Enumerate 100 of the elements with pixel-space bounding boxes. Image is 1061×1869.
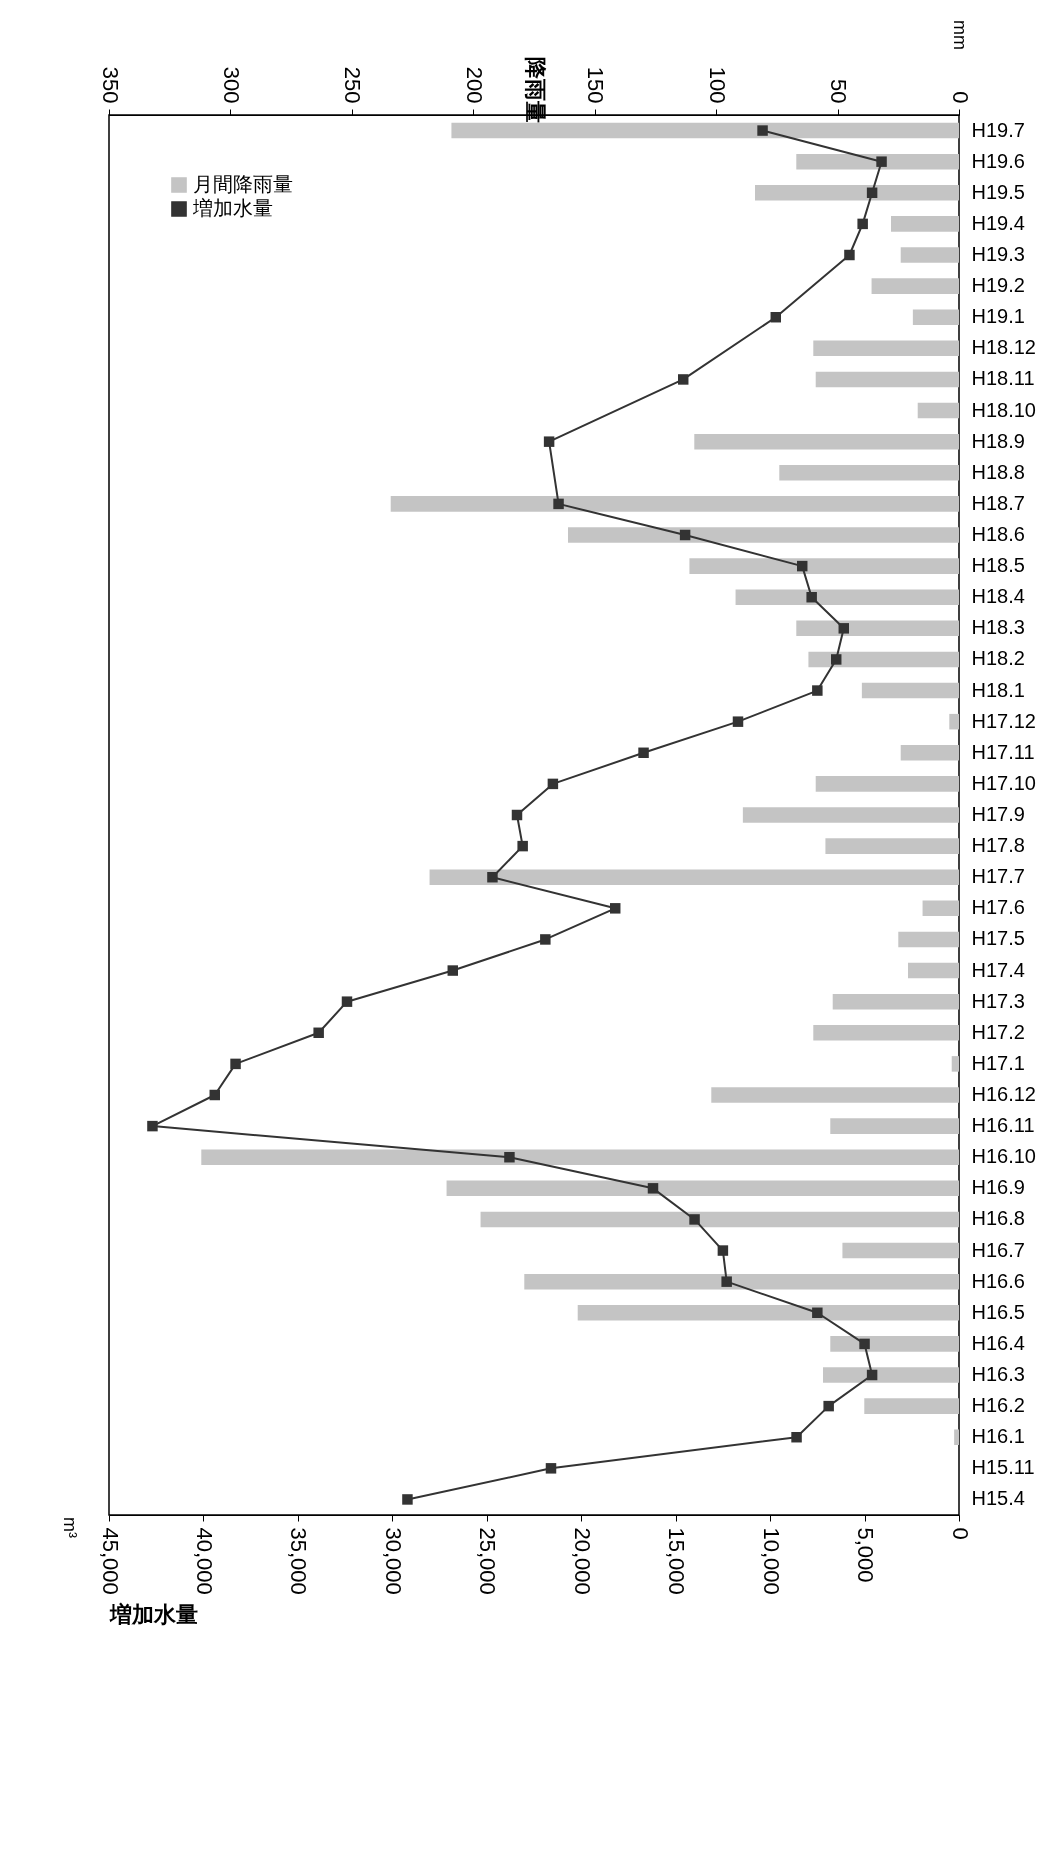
y-tick-label: H17.11 [971, 740, 1035, 763]
point [757, 125, 768, 136]
point [866, 1369, 878, 1381]
point [812, 685, 823, 696]
point [830, 654, 842, 665]
point [812, 1307, 823, 1319]
y-tick-label: H19.7 [971, 118, 1025, 141]
y-tick-label: H16.7 [971, 1238, 1025, 1261]
y-tick-label: H16.6 [971, 1269, 1025, 1292]
point [553, 498, 564, 510]
point [689, 1214, 700, 1225]
point [857, 218, 868, 230]
point [638, 747, 649, 759]
point [517, 840, 528, 852]
x2-tick-label: 350 [97, 66, 123, 104]
x-tick-label: 5,000 [853, 1527, 879, 1583]
y-tick-label: H17.1 [971, 1051, 1025, 1074]
y-tick-label: H18.9 [971, 429, 1025, 452]
y-tick-label: H17.6 [971, 896, 1025, 919]
legend-label: 月間降雨量 [193, 173, 293, 195]
y-tick-label: H17.4 [971, 958, 1025, 981]
point [717, 1245, 729, 1256]
y-tick-label: H17.5 [971, 927, 1025, 950]
point [679, 529, 691, 541]
y-tick-label: H15.4 [971, 1487, 1025, 1510]
point [545, 1463, 557, 1474]
y-tick-label: H17.7 [971, 865, 1025, 888]
point [609, 903, 621, 914]
x2-tick-label: 50 [826, 79, 852, 104]
y-tick-label: H18.3 [971, 616, 1025, 639]
y-tick-label: H17.12 [971, 709, 1036, 732]
y-tick-label: H17.3 [971, 989, 1025, 1012]
y-tick-label: H18.10 [971, 398, 1036, 421]
y-tick-label: H19.6 [971, 149, 1025, 172]
x-tick-label: 15,000 [664, 1527, 690, 1595]
y-tick-label: H17.2 [971, 1020, 1025, 1043]
x-tick-label: 20,000 [569, 1527, 595, 1595]
y-tick-label: H18.8 [971, 460, 1025, 483]
x2-tick-label: 150 [583, 66, 609, 104]
x-tick-label: 35,000 [286, 1527, 312, 1595]
y-tick-label: H19.5 [971, 180, 1025, 203]
y-tick-label: H18.6 [971, 523, 1025, 545]
y-tick-label: H19.2 [971, 274, 1025, 297]
y-tick-label: H18.4 [971, 585, 1025, 608]
point [866, 187, 878, 199]
point [447, 965, 459, 976]
x2-tick-label: 0 [947, 91, 973, 104]
y-tick-label: H18.1 [971, 678, 1025, 701]
x-tick-label: 10,000 [758, 1527, 784, 1595]
point [796, 560, 808, 572]
y-tick-label: H17.9 [971, 803, 1025, 825]
point [770, 311, 782, 323]
y-tick-label: H16.1 [971, 1425, 1025, 1448]
point [806, 591, 817, 603]
y-tick-label: H18.2 [971, 647, 1025, 670]
point [732, 716, 744, 727]
y-tick-label: H16.11 [971, 1114, 1035, 1137]
y-tick-label: H19.4 [971, 211, 1025, 234]
x-axis-title: 増加水量 [108, 1601, 198, 1627]
point [844, 249, 855, 261]
y-tick-label: H19.3 [971, 243, 1025, 265]
point [547, 778, 559, 790]
point [677, 374, 689, 385]
y-tick-label: H17.10 [971, 771, 1036, 794]
text: m³ [60, 1517, 80, 1538]
point [859, 1338, 870, 1350]
point [823, 1400, 834, 1412]
x-tick-label: 30,000 [380, 1527, 406, 1595]
y-tick-label: H16.9 [971, 1176, 1025, 1199]
y-tick-label: H16.4 [971, 1331, 1025, 1354]
text: mm [950, 20, 970, 50]
point [313, 1027, 324, 1039]
y-tick-label: H18.11 [971, 367, 1035, 390]
point [147, 1120, 158, 1132]
point [209, 1089, 221, 1101]
y-tick-label: H16.5 [971, 1300, 1025, 1323]
point [791, 1431, 802, 1443]
y-tick-label: H15.11 [971, 1456, 1035, 1479]
point [543, 436, 555, 447]
point [402, 1494, 413, 1505]
x2-tick-label: 100 [704, 66, 730, 104]
x-tick-label: 0 [947, 1527, 973, 1540]
x2-tick-label: 300 [218, 66, 244, 104]
y-tick-label: H17.8 [971, 834, 1025, 857]
y-tick-label: H16.10 [971, 1145, 1036, 1168]
point [876, 156, 887, 167]
point [504, 1151, 515, 1163]
point [511, 809, 523, 821]
y-tick-label: H16.2 [971, 1394, 1025, 1417]
point [721, 1276, 732, 1287]
point [647, 1183, 659, 1194]
point [341, 996, 353, 1007]
point [487, 871, 498, 883]
y-tick-label: H16.3 [971, 1363, 1025, 1385]
y-tick-label: H18.7 [971, 491, 1025, 514]
x2-tick-label: 200 [461, 66, 487, 104]
x2-tick-label: 250 [340, 66, 366, 104]
legend-label: 増加水量 [192, 197, 273, 219]
point [230, 1058, 241, 1070]
x-tick-label: 45,000 [97, 1527, 123, 1595]
